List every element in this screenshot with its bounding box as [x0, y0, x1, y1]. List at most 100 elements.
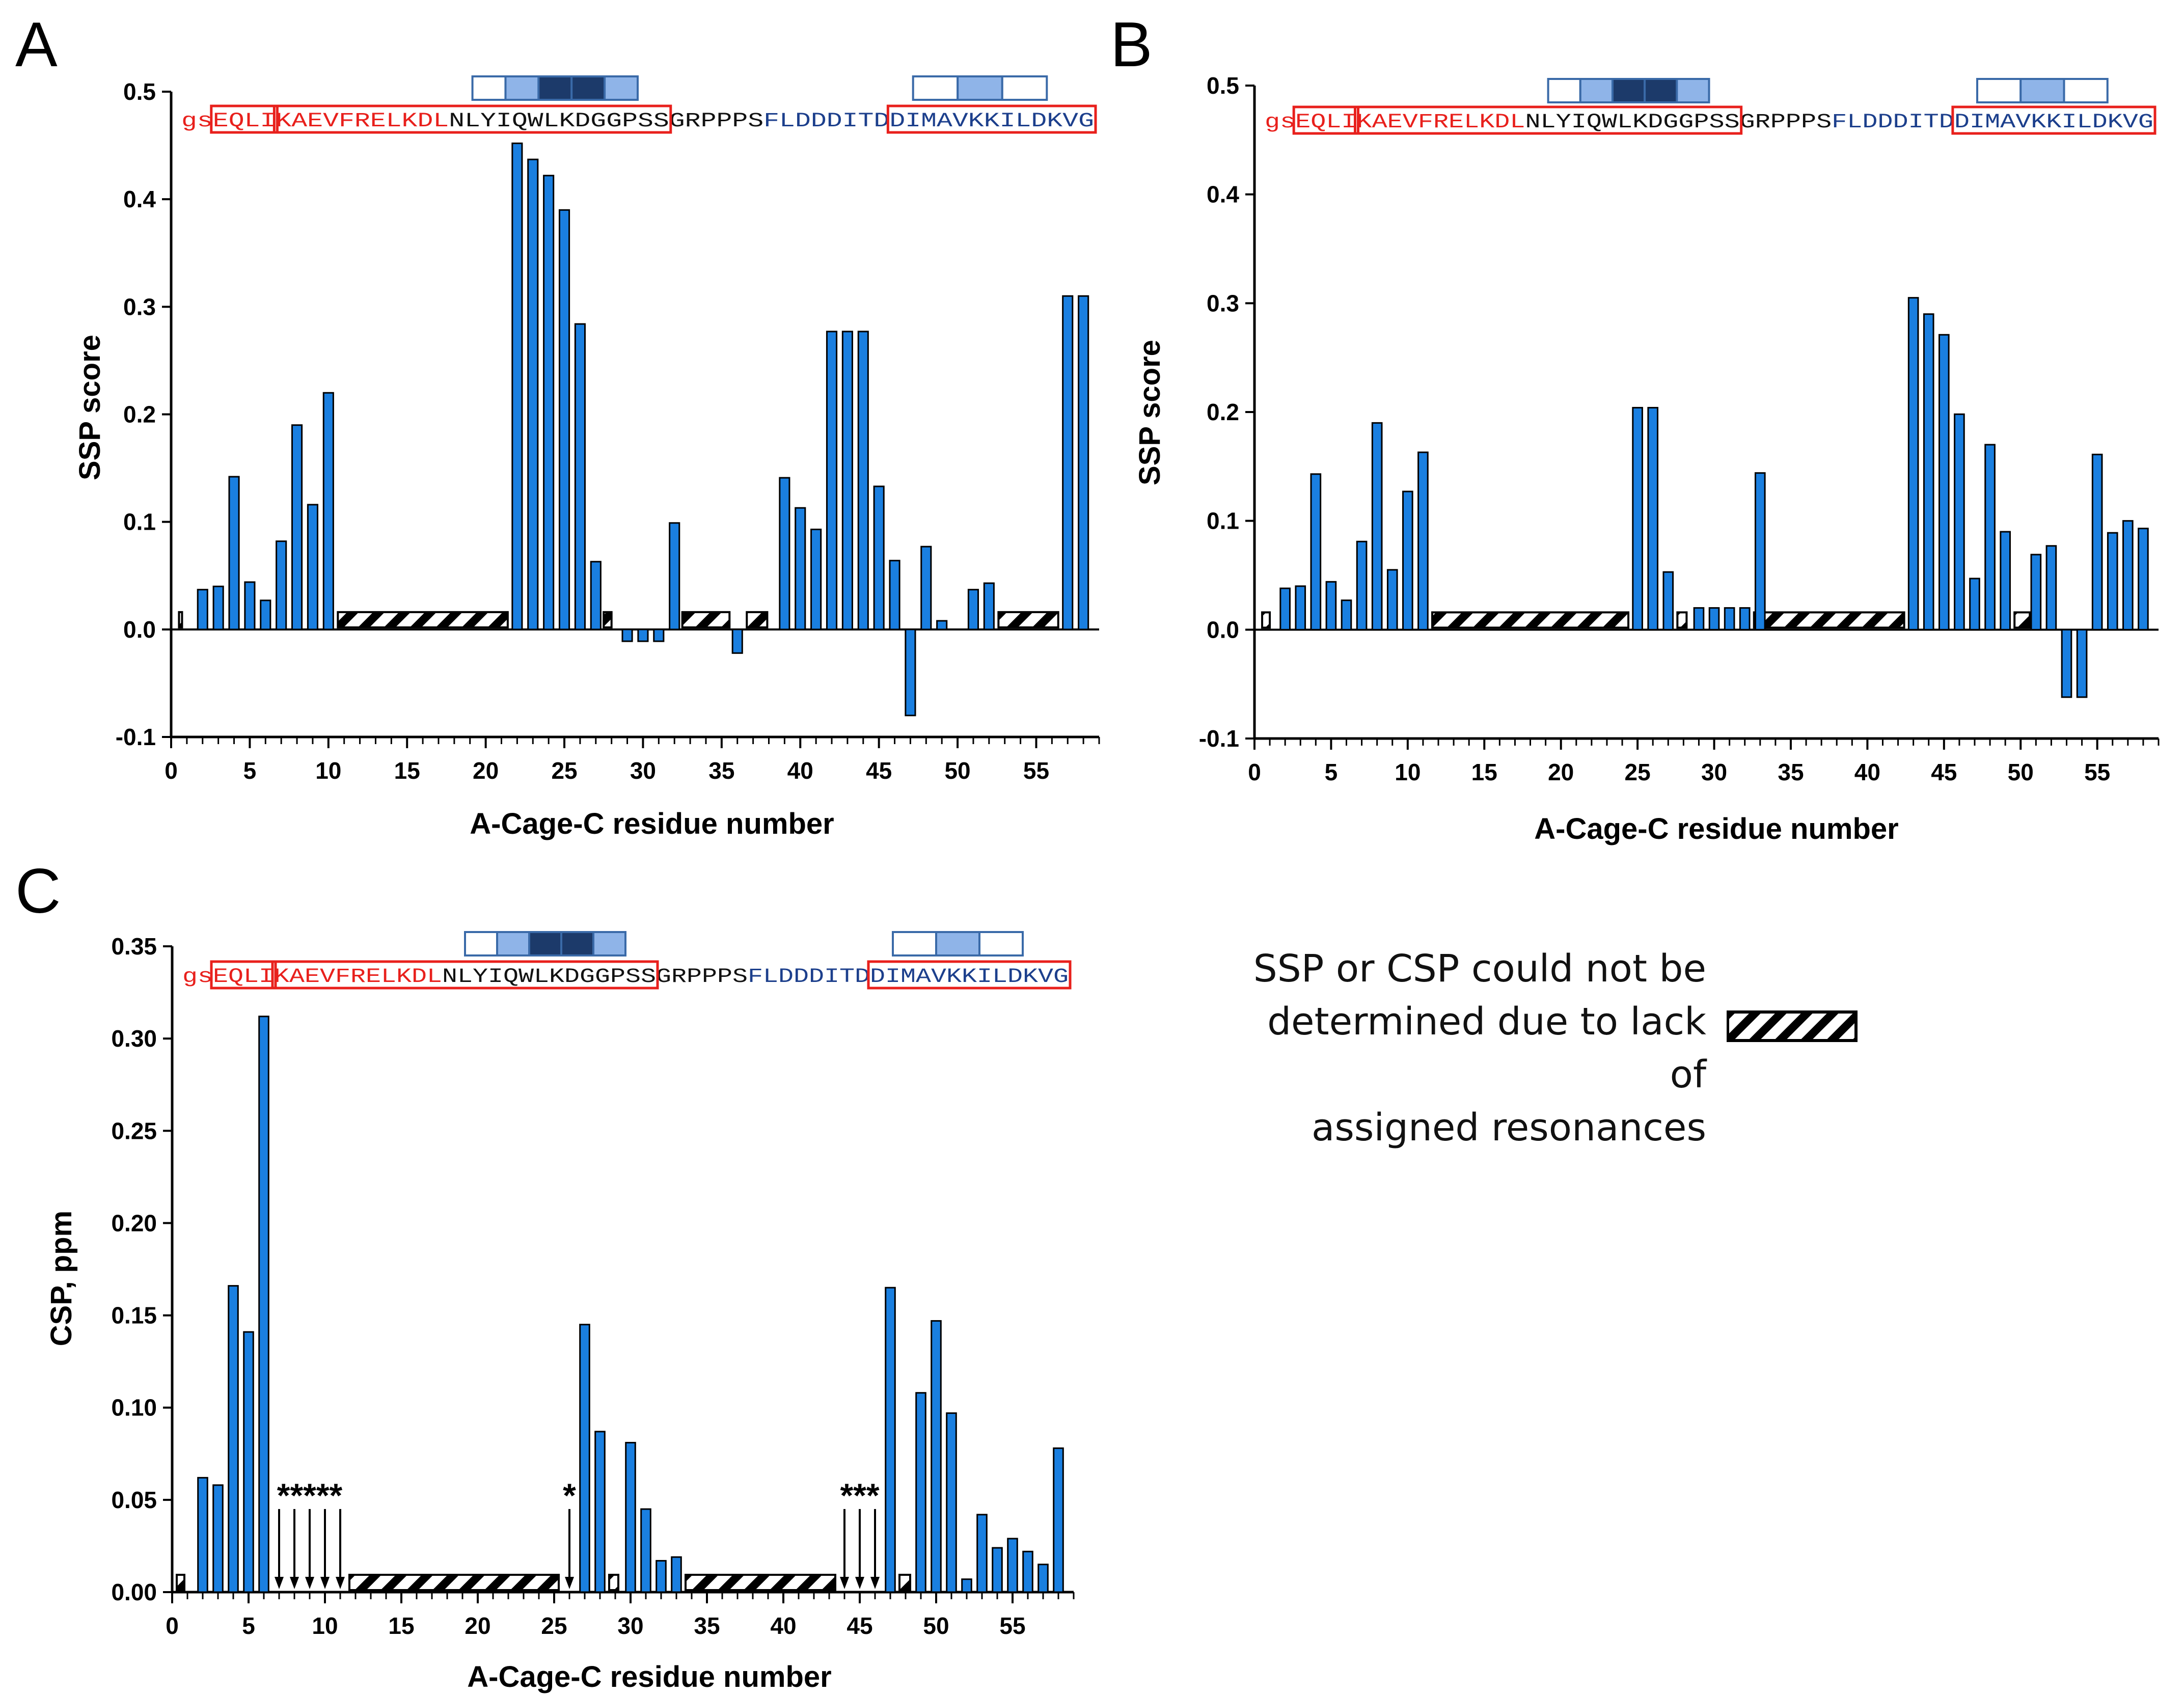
y-tick-label: 0.4 — [123, 186, 156, 212]
bar-residue-28 — [594, 1431, 606, 1593]
x-tick-label: 5 — [1325, 759, 1338, 785]
bar-residue-31 — [1724, 607, 1735, 631]
x-tick-label: 50 — [944, 757, 970, 784]
ss-cell-dark — [1644, 78, 1678, 103]
ss-cell-dark — [528, 931, 562, 956]
bar-residue-55 — [2091, 453, 2103, 631]
bar-residue-31 — [653, 628, 665, 642]
bar-residue-27 — [579, 1324, 590, 1593]
chart-b: -0.1 0.0 0.1 0.2 0.3 0.4 0.5 0 5 10 15 20 25 30 35 40 45… — [1199, 72, 2160, 785]
y-axis-title-c: CSP, ppm — [45, 1211, 78, 1346]
x-tick-label: 45 — [847, 1612, 872, 1639]
x-tick-label: 50 — [923, 1612, 949, 1639]
x-tick-label: 30 — [630, 757, 656, 784]
panel-a: A gsEQLIKAEVFRELKDL NLYIQWLKDGGPSSGRPPPS F… — [15, 10, 1100, 840]
y-tick-label: 0.5 — [1207, 72, 1239, 99]
sequence-black_part: NLYIQWLKDGGPSSGRPPPS — [1525, 111, 1832, 134]
sequence-region-box — [271, 960, 659, 990]
y-tick-label: -0.1 — [116, 724, 156, 750]
unassigned-region — [2013, 611, 2031, 629]
sequence-region-box — [1354, 105, 1743, 135]
bar-residue-45 — [1938, 334, 1950, 631]
x-tick-label: 15 — [388, 1612, 414, 1639]
bar-residue-42 — [826, 331, 838, 631]
bar-residue-50 — [931, 1320, 942, 1593]
unassigned-region — [608, 1574, 619, 1591]
bar-residue-56 — [2107, 532, 2118, 631]
bar-residue-29 — [1693, 607, 1705, 631]
x-tick-label: 45 — [866, 757, 892, 784]
x-tick-label: 30 — [617, 1612, 643, 1639]
sequence-region-box — [1292, 105, 1360, 135]
unassigned-region — [1261, 611, 1271, 629]
sequence-c: gsEQLIKAEVFRELKDL NLYIQWLKDGGPSSGRPPPS FLD… — [182, 931, 1072, 990]
x-tick-label: 55 — [1023, 757, 1049, 784]
legend: SSP or CSP could not be determined due t… — [1248, 942, 1858, 1154]
bar-residue-3 — [1295, 585, 1306, 631]
x-tick-label: 35 — [708, 757, 734, 784]
x-axis-title-b: A-Cage-C residue number — [1534, 812, 1898, 845]
arrow-head — [275, 1577, 284, 1589]
x-tick-label: 10 — [1395, 759, 1421, 785]
bar-residue-58 — [1053, 1447, 1064, 1593]
bar-residue-58 — [1078, 295, 1089, 631]
bar-residue-30 — [625, 1442, 636, 1593]
bar-residue-4 — [228, 476, 240, 631]
ss-cell-light — [1676, 78, 1710, 103]
ss-cell-white — [464, 931, 498, 956]
bar-residue-49 — [2000, 531, 2011, 631]
panel-b: B gsEQLIKAEVFRELKDL NLYIQWLKDGGPSSGRPPPS F… — [1110, 10, 2160, 845]
y-tick-label: 0.1 — [1207, 508, 1239, 534]
chart-c: 0.00 0.05 0.10 0.15 0.20 0.25 0.30 0.35 0 5 10 15 20… — [111, 933, 1075, 1639]
unassigned-region — [1431, 611, 1630, 629]
bar-residue-9 — [307, 504, 319, 631]
x-axis-title-c: A-Cage-C residue number — [467, 1660, 831, 1693]
sequence-red_part: gsEQLIKAEVFRELKDL — [181, 110, 449, 133]
ss-cell-white — [1001, 75, 1048, 101]
y-tick-label: 0.10 — [111, 1395, 157, 1421]
legend-hatch-swatch-wrap — [1726, 1003, 1859, 1056]
ss-cell-light — [604, 75, 639, 101]
bar-residue-6 — [260, 599, 271, 631]
bar-residue-30 — [1708, 607, 1720, 631]
sequence-region-box — [867, 960, 1072, 990]
bar-residue-7 — [276, 540, 287, 631]
asterisk-label: * — [563, 1477, 576, 1514]
bar-residue-46 — [1954, 413, 1965, 631]
bar-residue-57 — [1038, 1564, 1049, 1593]
bar-residue-46 — [889, 560, 900, 631]
bar-residue-51 — [946, 1412, 957, 1593]
ss-cell-light — [1579, 78, 1614, 103]
sequence-region-box — [1951, 105, 2156, 135]
bar-residue-52 — [983, 582, 995, 631]
x-tick-label: 5 — [243, 757, 257, 784]
x-tick-label: 55 — [999, 1612, 1025, 1639]
bar-residue-43 — [1907, 297, 1919, 631]
x-tick-label: 15 — [394, 757, 420, 784]
ss-cell-light — [2019, 78, 2065, 103]
bar-residue-4 — [228, 1285, 239, 1593]
ss-cell-light — [504, 75, 540, 101]
bar-residue-45 — [873, 485, 885, 631]
bar-residue-40 — [795, 507, 806, 631]
ss-cell-white — [892, 931, 937, 956]
unassigned-region — [178, 611, 183, 628]
chart-a: -0.1 0.0 0.1 0.2 0.3 0.4 0.5 0 5 10 15 20 25 30 35 40 45… — [116, 78, 1100, 784]
unassigned-region — [1676, 611, 1688, 629]
bar-residue-54 — [992, 1547, 1003, 1593]
bar-residue-47 — [885, 1287, 896, 1593]
bar-residue-32 — [1739, 607, 1751, 631]
bar-residue-5 — [243, 1331, 254, 1593]
bar-residue-8 — [291, 424, 303, 631]
bar-residue-32 — [669, 522, 680, 631]
bar-residue-2 — [1279, 587, 1291, 631]
unassigned-region — [898, 1574, 911, 1591]
y-tick-label: 0.2 — [1207, 399, 1239, 425]
bar-residue-11 — [1417, 451, 1429, 631]
panel-label-b: B — [1110, 10, 1153, 80]
arrow-head — [840, 1577, 849, 1589]
x-tick-label: 20 — [473, 757, 499, 784]
arrow-head — [290, 1577, 299, 1589]
bar-residue-22 — [511, 142, 523, 631]
bar-residue-43 — [841, 331, 853, 631]
